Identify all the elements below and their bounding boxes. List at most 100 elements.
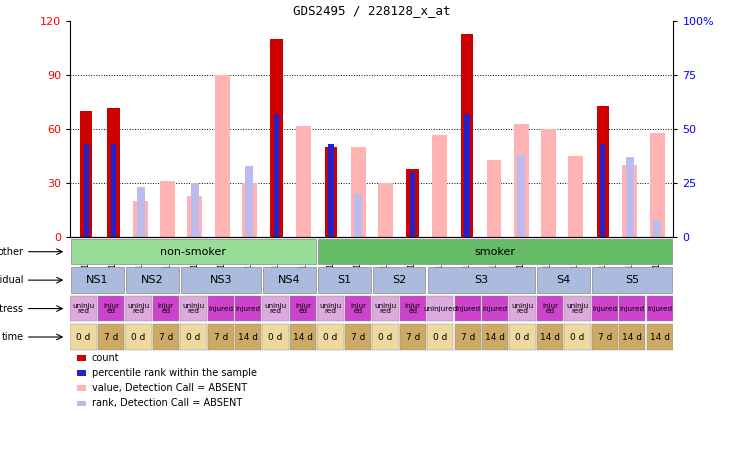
Text: injured: injured bbox=[236, 306, 261, 311]
Text: 7 d: 7 d bbox=[351, 333, 365, 341]
Bar bbox=[372, 267, 425, 293]
Text: injur
ed: injur ed bbox=[158, 303, 174, 314]
Text: S4: S4 bbox=[556, 275, 571, 285]
Bar bbox=[270, 39, 283, 237]
Bar bbox=[296, 126, 311, 237]
Text: 0 d: 0 d bbox=[433, 333, 447, 341]
Bar bbox=[568, 156, 583, 237]
Bar bbox=[235, 324, 261, 350]
Text: injur
ed: injur ed bbox=[103, 303, 119, 314]
Text: uninju
red: uninju red bbox=[127, 303, 149, 314]
Bar bbox=[181, 267, 261, 293]
Bar bbox=[461, 34, 473, 237]
Bar bbox=[455, 324, 481, 350]
Bar bbox=[509, 296, 536, 321]
Bar bbox=[650, 133, 665, 237]
Bar bbox=[188, 196, 202, 237]
Bar bbox=[592, 296, 618, 321]
Bar bbox=[71, 239, 316, 264]
Text: 7 d: 7 d bbox=[406, 333, 420, 341]
Bar bbox=[464, 114, 470, 237]
Bar bbox=[235, 296, 261, 321]
Text: injur
ed: injur ed bbox=[295, 303, 311, 314]
Bar bbox=[400, 296, 426, 321]
Bar bbox=[646, 324, 673, 350]
Bar bbox=[208, 324, 234, 350]
Text: injured: injured bbox=[455, 306, 481, 311]
Bar bbox=[77, 355, 86, 361]
Bar bbox=[653, 220, 661, 237]
Bar bbox=[126, 267, 179, 293]
Text: stress: stress bbox=[0, 303, 24, 314]
Bar bbox=[136, 187, 145, 237]
Bar bbox=[406, 169, 419, 237]
Text: injur
ed: injur ed bbox=[542, 303, 558, 314]
Text: S3: S3 bbox=[474, 275, 489, 285]
Bar bbox=[80, 111, 92, 237]
Bar bbox=[125, 296, 152, 321]
Bar bbox=[537, 267, 590, 293]
Bar bbox=[597, 106, 609, 237]
Text: uninju
red: uninju red bbox=[264, 303, 287, 314]
Text: uninju
red: uninju red bbox=[375, 303, 397, 314]
Bar bbox=[509, 324, 536, 350]
Text: NS2: NS2 bbox=[141, 275, 163, 285]
Text: uninju
red: uninju red bbox=[512, 303, 534, 314]
Bar bbox=[153, 324, 179, 350]
Bar bbox=[372, 324, 399, 350]
Text: individual: individual bbox=[0, 275, 24, 285]
Bar bbox=[107, 108, 119, 237]
Text: uninju
red: uninju red bbox=[183, 303, 205, 314]
Bar bbox=[208, 296, 234, 321]
Bar bbox=[486, 160, 501, 237]
Bar bbox=[541, 129, 556, 237]
Bar bbox=[482, 296, 509, 321]
Bar bbox=[160, 181, 175, 237]
Text: 14 d: 14 d bbox=[540, 333, 560, 341]
Bar bbox=[537, 296, 563, 321]
Bar bbox=[245, 166, 253, 237]
Text: uninju
red: uninju red bbox=[566, 303, 589, 314]
Text: NS4: NS4 bbox=[278, 275, 301, 285]
Bar bbox=[290, 324, 316, 350]
Text: smoker: smoker bbox=[475, 246, 516, 257]
Text: S5: S5 bbox=[625, 275, 640, 285]
Text: 7 d: 7 d bbox=[159, 333, 173, 341]
Text: injur
ed: injur ed bbox=[405, 303, 421, 314]
Text: 14 d: 14 d bbox=[485, 333, 505, 341]
Bar bbox=[372, 296, 399, 321]
Text: S1: S1 bbox=[337, 275, 351, 285]
Bar bbox=[482, 324, 509, 350]
Bar bbox=[215, 75, 230, 237]
Text: 14 d: 14 d bbox=[238, 333, 258, 341]
Bar bbox=[98, 324, 124, 350]
Bar bbox=[318, 267, 371, 293]
Bar bbox=[98, 296, 124, 321]
Bar bbox=[344, 324, 371, 350]
Bar bbox=[592, 324, 618, 350]
Bar bbox=[619, 296, 645, 321]
Bar bbox=[317, 324, 344, 350]
Bar bbox=[427, 296, 453, 321]
Bar bbox=[263, 296, 289, 321]
Text: 0 d: 0 d bbox=[131, 333, 146, 341]
Bar bbox=[290, 296, 316, 321]
Bar bbox=[180, 324, 207, 350]
Text: uninju
red: uninju red bbox=[73, 303, 95, 314]
Bar bbox=[328, 144, 333, 237]
Bar bbox=[110, 144, 116, 237]
Text: GDS2495 / 228128_x_at: GDS2495 / 228128_x_at bbox=[293, 4, 450, 17]
Bar bbox=[274, 114, 279, 237]
Bar bbox=[432, 135, 447, 237]
Bar bbox=[317, 296, 344, 321]
Text: 0 d: 0 d bbox=[570, 333, 584, 341]
Text: 14 d: 14 d bbox=[623, 333, 643, 341]
Text: 7 d: 7 d bbox=[461, 333, 475, 341]
Bar bbox=[125, 324, 152, 350]
Text: uninjured: uninjured bbox=[423, 306, 457, 311]
Text: 0 d: 0 d bbox=[77, 333, 91, 341]
Text: 7 d: 7 d bbox=[104, 333, 118, 341]
Bar bbox=[537, 324, 563, 350]
Bar bbox=[428, 267, 535, 293]
Text: S2: S2 bbox=[392, 275, 406, 285]
